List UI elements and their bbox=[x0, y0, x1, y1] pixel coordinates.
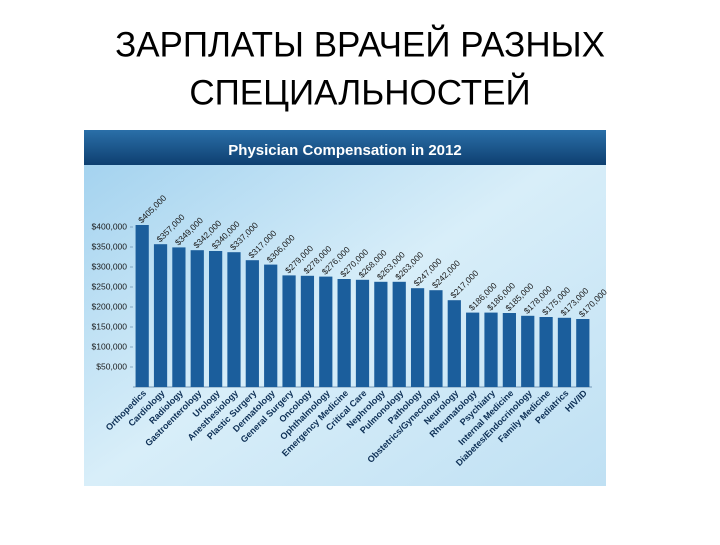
bar bbox=[466, 312, 480, 387]
bar bbox=[190, 250, 204, 387]
bar bbox=[319, 276, 333, 387]
bar bbox=[227, 252, 241, 387]
bar bbox=[539, 317, 553, 387]
bar bbox=[576, 319, 590, 387]
bar bbox=[245, 260, 259, 387]
y-tick-label: $100,000 bbox=[92, 341, 128, 351]
y-tick-label: $150,000 bbox=[92, 321, 128, 331]
bar bbox=[264, 264, 278, 387]
bar bbox=[337, 279, 351, 387]
y-tick-label: $250,000 bbox=[92, 281, 128, 291]
y-tick-label: $350,000 bbox=[92, 241, 128, 251]
bar bbox=[410, 288, 425, 387]
bar bbox=[484, 312, 498, 387]
y-tick-label: $300,000 bbox=[92, 261, 128, 271]
slide-title: СПЕЦИАЛЬНОСТЕЙ bbox=[189, 72, 530, 112]
bar bbox=[282, 275, 296, 387]
bar bbox=[447, 300, 461, 387]
bar bbox=[135, 225, 149, 387]
bar bbox=[392, 281, 406, 387]
bar bbox=[374, 281, 388, 387]
bar bbox=[502, 313, 516, 387]
bar bbox=[557, 317, 572, 387]
bar bbox=[172, 247, 186, 387]
bar bbox=[300, 275, 315, 387]
y-tick-label: $200,000 bbox=[92, 301, 128, 311]
chart-title: Physician Compensation in 2012 bbox=[228, 142, 461, 159]
y-tick-label: $400,000 bbox=[92, 221, 128, 231]
bar bbox=[153, 244, 168, 387]
bar bbox=[429, 290, 443, 387]
chart-header bbox=[84, 130, 606, 165]
y-tick-label: $50,000 bbox=[96, 361, 127, 371]
bar bbox=[209, 251, 223, 387]
bar bbox=[355, 279, 370, 387]
bar bbox=[521, 315, 535, 387]
slide-title: ЗАРПЛАТЫ ВРАЧЕЙ РАЗНЫХ bbox=[115, 24, 605, 64]
